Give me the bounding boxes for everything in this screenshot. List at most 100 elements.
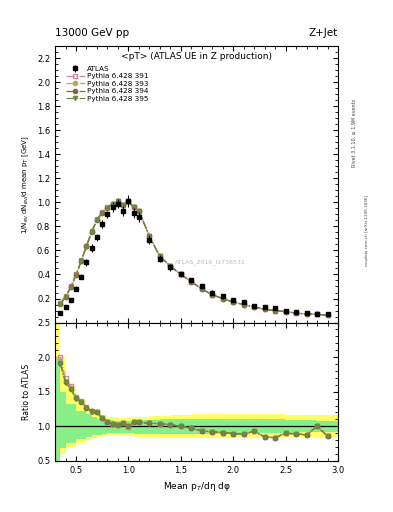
Pythia 6.428 391: [158, 253, 162, 260]
Pythia 6.428 395: [100, 210, 105, 216]
Pythia 6.428 394: [58, 301, 62, 307]
Pythia 6.428 393: [199, 286, 204, 292]
Pythia 6.428 395: [126, 198, 131, 204]
Pythia 6.428 394: [168, 263, 173, 269]
Pythia 6.428 393: [58, 301, 62, 307]
Pythia 6.428 395: [241, 302, 246, 308]
Pythia 6.428 393: [73, 272, 78, 278]
Pythia 6.428 391: [231, 299, 235, 305]
Legend: ATLAS, Pythia 6.428 391, Pythia 6.428 393, Pythia 6.428 394, Pythia 6.428 395: ATLAS, Pythia 6.428 391, Pythia 6.428 39…: [64, 63, 151, 104]
Pythia 6.428 391: [63, 293, 68, 299]
Pythia 6.428 395: [147, 233, 152, 239]
Pythia 6.428 394: [283, 309, 288, 315]
Pythia 6.428 395: [304, 311, 309, 317]
Pythia 6.428 393: [304, 311, 309, 317]
Pythia 6.428 395: [89, 229, 94, 235]
Pythia 6.428 395: [131, 204, 136, 210]
Pythia 6.428 391: [315, 311, 320, 317]
Pythia 6.428 391: [168, 263, 173, 269]
Pythia 6.428 394: [84, 243, 89, 249]
Pythia 6.428 393: [84, 243, 89, 249]
Pythia 6.428 394: [210, 292, 215, 298]
Pythia 6.428 394: [304, 311, 309, 317]
Pythia 6.428 395: [63, 294, 68, 300]
Pythia 6.428 394: [63, 294, 68, 300]
Pythia 6.428 395: [210, 292, 215, 298]
Text: Rivet 3.1.10, ≥ 1.9M events: Rivet 3.1.10, ≥ 1.9M events: [352, 99, 357, 167]
Pythia 6.428 394: [315, 311, 320, 317]
Pythia 6.428 395: [73, 272, 78, 279]
Y-axis label: Ratio to ATLAS: Ratio to ATLAS: [22, 364, 31, 420]
Pythia 6.428 393: [283, 309, 288, 315]
Pythia 6.428 394: [68, 284, 73, 290]
Pythia 6.428 394: [294, 310, 298, 316]
Pythia 6.428 393: [231, 299, 235, 305]
Line: Pythia 6.428 394: Pythia 6.428 394: [58, 199, 330, 317]
Pythia 6.428 393: [136, 208, 141, 214]
Pythia 6.428 395: [79, 258, 84, 264]
Pythia 6.428 391: [210, 292, 215, 298]
Line: Pythia 6.428 395: Pythia 6.428 395: [58, 199, 330, 317]
Pythia 6.428 393: [100, 209, 105, 216]
Pythia 6.428 391: [79, 257, 84, 263]
Pythia 6.428 394: [110, 201, 115, 207]
Text: 13000 GeV pp: 13000 GeV pp: [55, 28, 129, 38]
Pythia 6.428 393: [168, 263, 173, 269]
Pythia 6.428 393: [241, 302, 246, 308]
Pythia 6.428 395: [110, 201, 115, 207]
Pythia 6.428 394: [147, 233, 152, 239]
Pythia 6.428 393: [147, 233, 152, 239]
Text: <pT> (ATLAS UE in Z production): <pT> (ATLAS UE in Z production): [121, 52, 272, 60]
Pythia 6.428 394: [325, 312, 330, 318]
Pythia 6.428 395: [252, 304, 257, 310]
Pythia 6.428 395: [84, 244, 89, 250]
Pythia 6.428 393: [210, 292, 215, 298]
Pythia 6.428 395: [199, 286, 204, 292]
Pythia 6.428 394: [262, 306, 267, 312]
Pythia 6.428 395: [220, 295, 225, 302]
Pythia 6.428 391: [294, 310, 298, 316]
Pythia 6.428 395: [58, 301, 62, 307]
Pythia 6.428 393: [262, 306, 267, 312]
Pythia 6.428 391: [178, 271, 183, 278]
Pythia 6.428 395: [121, 202, 125, 208]
Y-axis label: 1/N$_{ev}$ dN$_{ev}$/d mean p$_T$ [GeV]: 1/N$_{ev}$ dN$_{ev}$/d mean p$_T$ [GeV]: [21, 135, 31, 233]
Pythia 6.428 395: [178, 271, 183, 278]
Pythia 6.428 394: [231, 299, 235, 305]
Pythia 6.428 394: [158, 253, 162, 260]
Pythia 6.428 393: [131, 204, 136, 210]
X-axis label: Mean p$_T$/dη dφ: Mean p$_T$/dη dφ: [163, 480, 230, 493]
Pythia 6.428 393: [126, 198, 131, 204]
Pythia 6.428 391: [110, 201, 115, 207]
Pythia 6.428 391: [58, 300, 62, 306]
Pythia 6.428 393: [116, 198, 120, 204]
Pythia 6.428 391: [262, 306, 267, 312]
Pythia 6.428 391: [325, 312, 330, 318]
Pythia 6.428 394: [73, 272, 78, 279]
Pythia 6.428 393: [325, 312, 330, 318]
Pythia 6.428 391: [84, 243, 89, 249]
Pythia 6.428 391: [273, 308, 277, 314]
Pythia 6.428 391: [100, 209, 105, 215]
Pythia 6.428 391: [126, 199, 131, 205]
Pythia 6.428 391: [147, 233, 152, 239]
Pythia 6.428 393: [158, 253, 162, 260]
Pythia 6.428 394: [178, 271, 183, 278]
Pythia 6.428 395: [105, 205, 110, 211]
Pythia 6.428 391: [89, 228, 94, 234]
Pythia 6.428 394: [105, 205, 110, 211]
Pythia 6.428 391: [95, 216, 99, 222]
Pythia 6.428 395: [136, 208, 141, 214]
Pythia 6.428 394: [220, 295, 225, 302]
Pythia 6.428 394: [95, 217, 99, 223]
Pythia 6.428 395: [273, 308, 277, 314]
Pythia 6.428 393: [89, 229, 94, 235]
Pythia 6.428 395: [116, 198, 120, 204]
Pythia 6.428 393: [315, 311, 320, 317]
Pythia 6.428 395: [68, 284, 73, 290]
Pythia 6.428 393: [121, 202, 125, 208]
Pythia 6.428 394: [79, 258, 84, 264]
Pythia 6.428 395: [294, 310, 298, 316]
Pythia 6.428 394: [116, 198, 120, 204]
Pythia 6.428 393: [252, 304, 257, 310]
